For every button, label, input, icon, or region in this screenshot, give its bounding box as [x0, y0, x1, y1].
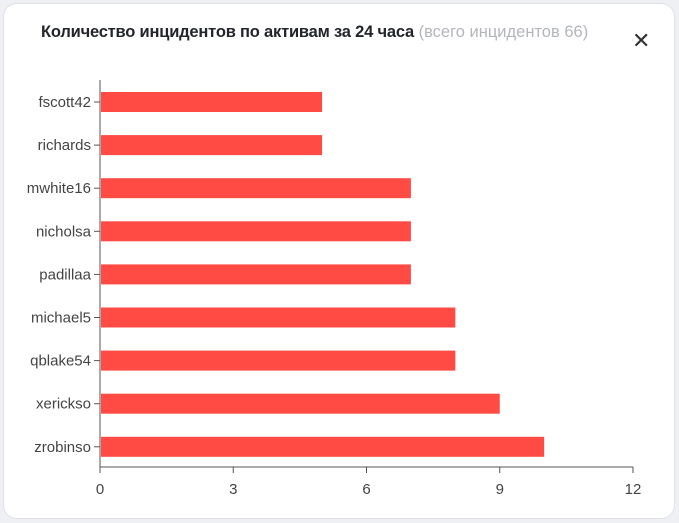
y-tick-label: zrobinso — [34, 439, 91, 456]
bar-mwhite16 — [101, 178, 411, 199]
x-tick-label: 9 — [496, 481, 504, 498]
bar-padillaa — [101, 264, 411, 285]
y-tick-label: richards — [38, 137, 91, 154]
close-icon[interactable]: ✕ — [632, 28, 651, 53]
y-tick-label: xerickso — [36, 396, 91, 413]
x-tick-label: 3 — [229, 481, 237, 498]
bar-fscott42 — [101, 92, 323, 112]
x-tick-label: 6 — [362, 481, 370, 498]
y-tick-label: mwhite16 — [27, 180, 91, 197]
y-tick-label: fscott42 — [38, 94, 91, 111]
x-tick-label: 0 — [96, 481, 104, 498]
bar-michael5 — [101, 307, 456, 328]
bar-zrobinso — [101, 436, 545, 457]
bar-xerickso — [101, 393, 500, 414]
total-incidents-text: (всего инцидентов 66) — [418, 23, 589, 41]
chart-title: Количество инцидентов по активам за 24 ч… — [41, 20, 601, 44]
y-tick-label: padillaa — [39, 266, 91, 283]
bar-qblake54 — [101, 350, 456, 371]
bar-nicholsa — [101, 221, 411, 242]
y-tick-label: qblake54 — [30, 353, 91, 370]
title-text: Количество инцидентов по активам за 24 ч… — [41, 23, 415, 41]
bar-richards — [101, 135, 323, 156]
chart-card: Количество инцидентов по активам за 24 ч… — [3, 3, 675, 519]
x-tick-label: 12 — [625, 481, 642, 498]
y-tick-label: michael5 — [31, 310, 91, 327]
y-tick-label: nicholsa — [36, 223, 92, 240]
